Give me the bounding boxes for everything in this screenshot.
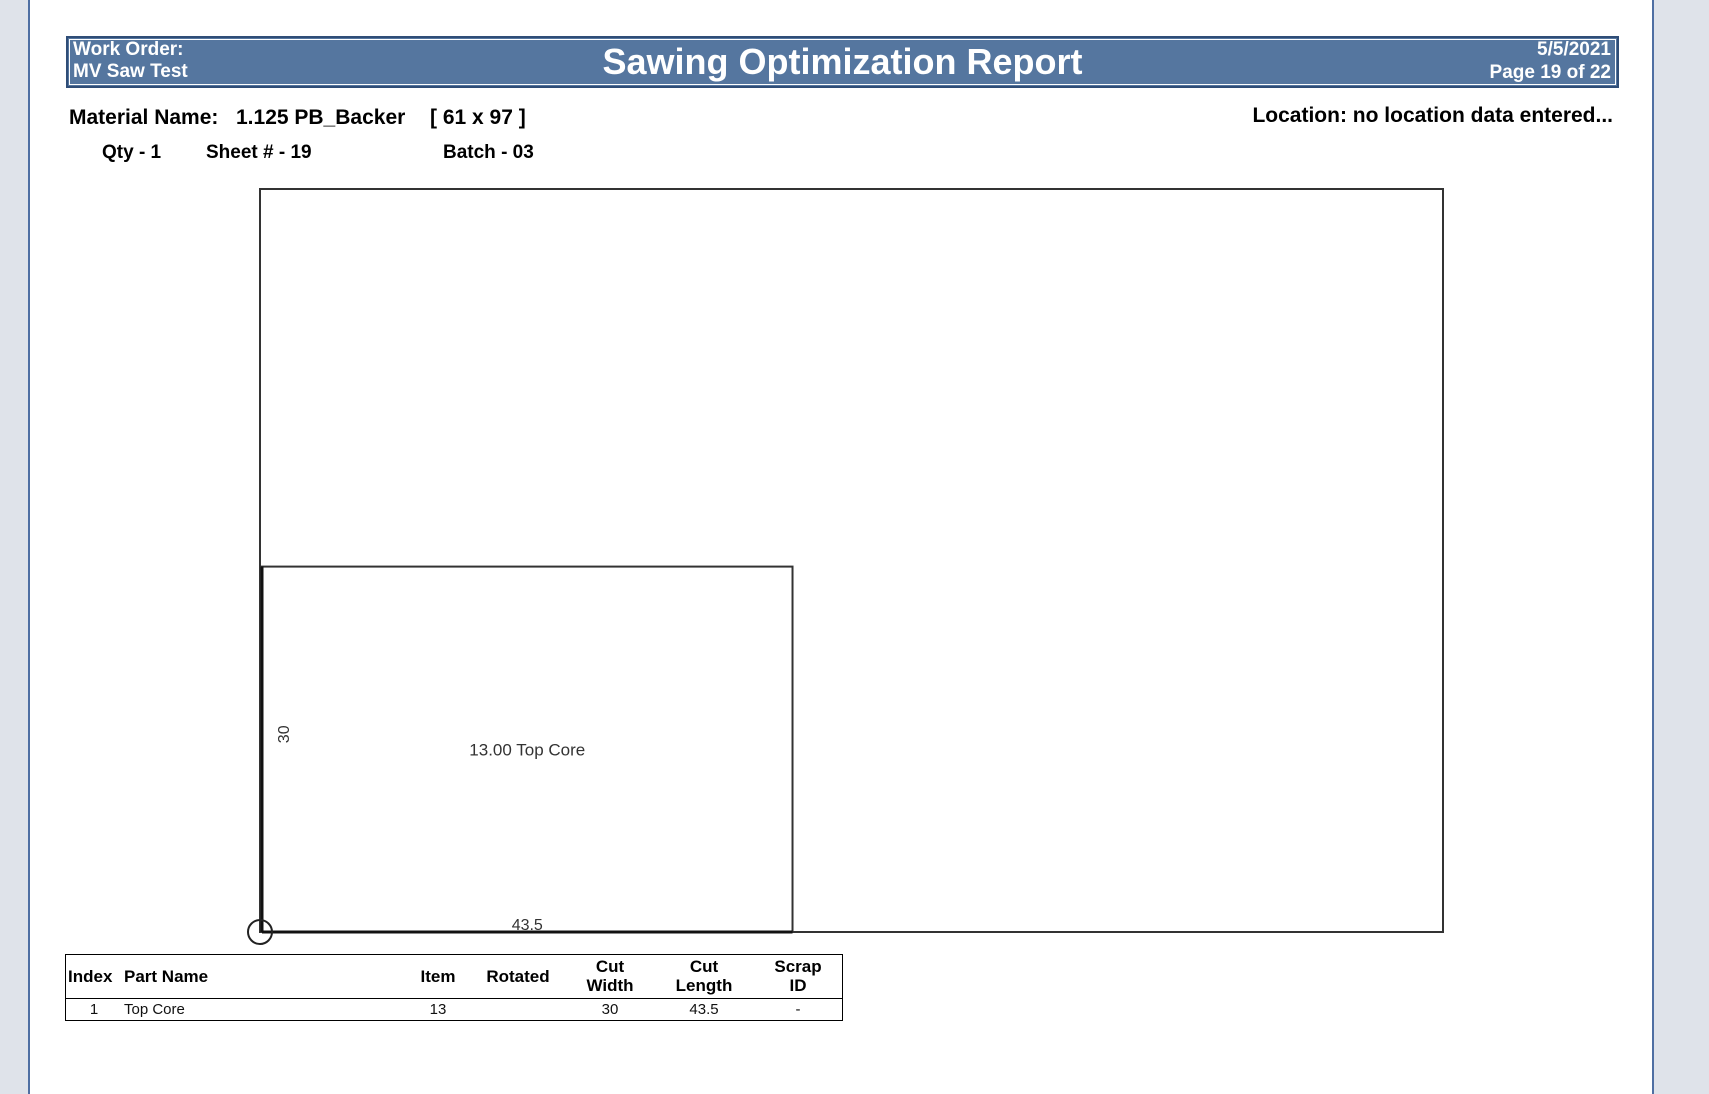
material-dimensions: [ 61 x 97 ] xyxy=(430,106,526,129)
origin-marker-icon xyxy=(247,919,273,945)
row-item: 13 xyxy=(429,1001,447,1018)
scrap-id-header-line1: Scrap xyxy=(774,957,822,976)
report-header: Work Order: MV Saw Test Sawing Optimizat… xyxy=(66,36,1619,88)
row-cut-length: 43.5 xyxy=(689,1001,719,1018)
row-rotated xyxy=(470,999,566,1021)
cut-length-header-line1: Cut xyxy=(689,957,719,976)
report-title: Sawing Optimization Report xyxy=(602,41,1083,82)
header-inner-border xyxy=(69,39,1616,85)
work-order-name: MV Saw Test xyxy=(73,61,188,82)
row-index: 1 xyxy=(89,1001,99,1018)
report-date: 5/5/2021 xyxy=(1537,39,1611,60)
col-item-header: Item xyxy=(406,954,470,999)
part-length-label: 30 xyxy=(276,725,293,743)
row-part-name: Top Core xyxy=(124,1001,185,1018)
table-row: 1 Top Core 13 30 43.5 - xyxy=(66,999,843,1021)
row-scrap-id: - xyxy=(795,1001,801,1018)
parts-table-header: Index Part Name Item Rotated Cut Width C… xyxy=(65,954,843,999)
page-number: Page 19 of 22 xyxy=(1489,62,1611,83)
col-scrap-id-header: Scrap ID xyxy=(754,954,843,999)
col-part-name-header: Part Name xyxy=(122,954,406,999)
col-rotated-header: Rotated xyxy=(470,954,566,999)
cut-width-header-line1: Cut xyxy=(595,957,625,976)
row-cut-width: 30 xyxy=(601,1001,619,1018)
col-cut-length-header: Cut Length xyxy=(654,954,754,999)
cut-length-header-line2: Length xyxy=(675,976,733,995)
material-name: 1.125 PB_Backer xyxy=(236,106,406,129)
location-text: Location: no location data entered... xyxy=(1252,104,1613,127)
col-cut-width-header: Cut Width xyxy=(566,954,654,999)
sheet-number-text: Sheet # - 19 xyxy=(206,142,312,163)
part-width-label: 43.5 xyxy=(512,917,543,934)
scrap-id-header-line2: ID xyxy=(789,976,807,995)
work-order-label: Work Order: xyxy=(73,39,184,60)
material-label: Material Name: xyxy=(69,106,219,129)
col-index-header: Index xyxy=(65,954,122,999)
qty-text: Qty - 1 xyxy=(102,142,162,163)
sheet-outline xyxy=(259,188,1444,933)
batch-text: Batch - 03 xyxy=(443,142,534,163)
cut-width-header-line2: Width xyxy=(586,976,634,995)
part-label: 13.00 Top Core xyxy=(469,740,585,759)
parts-table: Index Part Name Item Rotated Cut Width C… xyxy=(65,954,843,1021)
